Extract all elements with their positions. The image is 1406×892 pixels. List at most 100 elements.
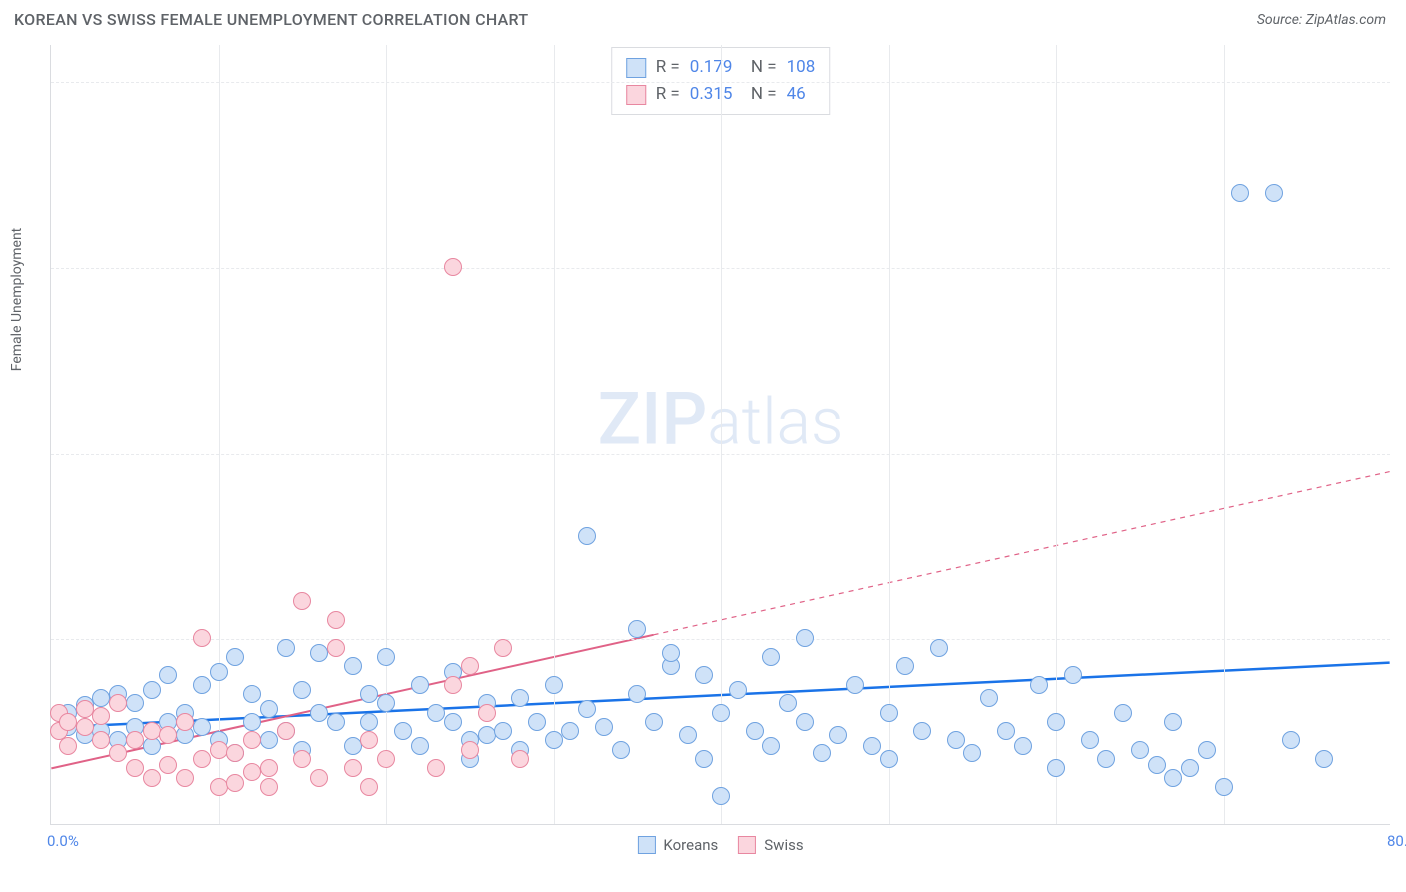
scatter-point <box>327 639 345 657</box>
scatter-point <box>1164 769 1182 787</box>
scatter-point <box>762 648 780 666</box>
scatter-point <box>1064 666 1082 684</box>
scatter-point <box>712 787 730 805</box>
scatter-point <box>327 713 345 731</box>
scatter-point <box>143 681 161 699</box>
scatter-point <box>947 731 965 749</box>
scatter-point <box>712 704 730 722</box>
scatter-point <box>243 763 261 781</box>
scatter-point <box>193 629 211 647</box>
scatter-point <box>729 681 747 699</box>
scatter-point <box>59 737 77 755</box>
scatter-point <box>511 750 529 768</box>
scatter-point <box>494 639 512 657</box>
scatter-point <box>628 685 646 703</box>
scatter-point <box>478 726 496 744</box>
scatter-point <box>997 722 1015 740</box>
scatter-point <box>511 689 529 707</box>
gridline-vertical <box>554 45 555 824</box>
scatter-point <box>444 258 462 276</box>
scatter-point <box>377 648 395 666</box>
scatter-point <box>913 722 931 740</box>
scatter-point <box>896 657 914 675</box>
scatter-point <box>829 726 847 744</box>
y-axis-label: Female Unemployment <box>9 227 25 371</box>
scatter-point <box>360 685 378 703</box>
scatter-point <box>360 731 378 749</box>
x-tick-label: 80.0% <box>1387 832 1406 850</box>
scatter-point <box>277 722 295 740</box>
scatter-point <box>293 592 311 610</box>
scatter-point <box>561 722 579 740</box>
scatter-point <box>813 744 831 762</box>
scatter-point <box>59 713 77 731</box>
scatter-point <box>1081 731 1099 749</box>
scatter-point <box>1114 704 1132 722</box>
scatter-point <box>293 681 311 699</box>
scatter-point <box>628 620 646 638</box>
scatter-point <box>143 722 161 740</box>
scatter-point <box>1148 756 1166 774</box>
scatter-point <box>1047 713 1065 731</box>
scatter-point <box>193 718 211 736</box>
scatter-point <box>427 759 445 777</box>
scatter-point <box>411 676 429 694</box>
scatter-point <box>411 737 429 755</box>
scatter-point <box>92 707 110 725</box>
series-legend: Koreans Swiss <box>637 836 803 854</box>
scatter-point <box>344 759 362 777</box>
scatter-point <box>193 750 211 768</box>
scatter-point <box>226 744 244 762</box>
scatter-point <box>126 694 144 712</box>
scatter-point <box>695 750 713 768</box>
scatter-point <box>92 689 110 707</box>
scatter-point <box>545 676 563 694</box>
gridline-vertical <box>1056 45 1057 824</box>
header: KOREAN VS SWISS FEMALE UNEMPLOYMENT CORR… <box>0 0 1406 35</box>
scatter-point <box>478 704 496 722</box>
scatter-point <box>796 629 814 647</box>
scatter-point <box>461 741 479 759</box>
scatter-point <box>461 657 479 675</box>
scatter-point <box>260 700 278 718</box>
scatter-point <box>1282 731 1300 749</box>
scatter-point <box>746 722 764 740</box>
gridline-vertical <box>219 45 220 824</box>
scatter-point <box>679 726 697 744</box>
scatter-point <box>494 722 512 740</box>
scatter-point <box>243 731 261 749</box>
gridline-vertical <box>1224 45 1225 824</box>
scatter-point <box>578 527 596 545</box>
scatter-point <box>846 676 864 694</box>
scatter-point <box>210 663 228 681</box>
scatter-point <box>545 731 563 749</box>
scatter-point <box>377 750 395 768</box>
scatter-point <box>880 750 898 768</box>
scatter-point <box>159 756 177 774</box>
scatter-point <box>578 700 596 718</box>
scatter-point <box>210 741 228 759</box>
scatter-point <box>310 704 328 722</box>
scatter-point <box>528 713 546 731</box>
scatter-point <box>327 611 345 629</box>
scatter-point <box>226 648 244 666</box>
legend-item: Swiss <box>738 836 803 854</box>
scatter-point <box>1164 713 1182 731</box>
scatter-point <box>1047 759 1065 777</box>
legend-item: Koreans <box>637 836 718 854</box>
scatter-point <box>444 676 462 694</box>
scatter-point <box>126 731 144 749</box>
scatter-point <box>310 644 328 662</box>
scatter-point <box>226 774 244 792</box>
scatter-point <box>360 778 378 796</box>
scatter-point <box>176 713 194 731</box>
scatter-point <box>930 639 948 657</box>
scatter-point <box>394 722 412 740</box>
scatter-point <box>963 744 981 762</box>
scatter-point <box>260 731 278 749</box>
scatter-point <box>159 726 177 744</box>
scatter-point <box>427 704 445 722</box>
scatter-point <box>143 769 161 787</box>
scatter-point <box>863 737 881 755</box>
scatter-point <box>344 657 362 675</box>
